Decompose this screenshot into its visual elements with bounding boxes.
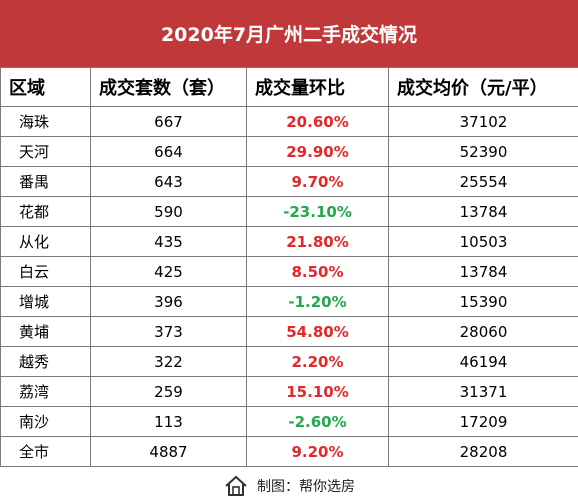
district-cell: 越秀	[0, 346, 91, 377]
header-row: 区域 成交套数（套） 成交量环比 成交均价（元/平）	[0, 67, 578, 107]
house-logo-icon	[223, 473, 249, 499]
price-cell: 31371	[388, 376, 578, 407]
district-cell: 番禺	[0, 166, 91, 197]
price-cell: 28060	[388, 316, 578, 347]
table-row: 越秀 322 2.20% 46194	[0, 346, 578, 377]
count-cell: 590	[90, 196, 247, 227]
table-row: 荔湾 259 15.10% 31371	[0, 376, 578, 407]
count-cell: 322	[90, 346, 247, 377]
count-cell: 667	[90, 106, 247, 137]
table-row: 白云 425 8.50% 13784	[0, 256, 578, 287]
footer-credit: 制图：帮你选房	[0, 467, 578, 504]
table-body: 海珠 667 20.60% 37102 天河 664 29.90% 52390 番禺 643 9.7…	[0, 106, 578, 467]
count-cell: 113	[90, 406, 247, 437]
table-row: 海珠 667 20.60% 37102	[0, 106, 578, 137]
count-cell: 396	[90, 286, 247, 317]
mom-cell: 8.50%	[246, 256, 389, 287]
count-cell: 373	[90, 316, 247, 347]
count-cell: 4887	[90, 436, 247, 467]
table-row: 花都 590 -23.10% 13784	[0, 196, 578, 227]
district-cell: 从化	[0, 226, 91, 257]
mom-cell: 21.80%	[246, 226, 389, 257]
mom-cell: 2.20%	[246, 346, 389, 377]
mom-cell: 29.90%	[246, 136, 389, 167]
count-cell: 259	[90, 376, 247, 407]
table-row: 黄埔 373 54.80% 28060	[0, 316, 578, 347]
price-cell: 17209	[388, 406, 578, 437]
price-cell: 28208	[388, 436, 578, 467]
mom-cell: -2.60%	[246, 406, 389, 437]
table-row: 从化 435 21.80% 10503	[0, 226, 578, 257]
price-cell: 10503	[388, 226, 578, 257]
mom-cell: -1.20%	[246, 286, 389, 317]
price-cell: 15390	[388, 286, 578, 317]
transactions-table: 区域 成交套数（套） 成交量环比 成交均价（元/平） 海珠 667 20.60% 37…	[0, 67, 578, 467]
mom-cell: 54.80%	[246, 316, 389, 347]
district-cell: 南沙	[0, 406, 91, 437]
table-row: 南沙 113 -2.60% 17209	[0, 406, 578, 437]
price-cell: 25554	[388, 166, 578, 197]
count-cell: 664	[90, 136, 247, 167]
mom-cell: -23.10%	[246, 196, 389, 227]
mom-cell: 15.10%	[246, 376, 389, 407]
district-cell: 黄埔	[0, 316, 91, 347]
price-cell: 46194	[388, 346, 578, 377]
mom-cell: 20.60%	[246, 106, 389, 137]
table-row: 增城 396 -1.20% 15390	[0, 286, 578, 317]
table-row: 番禺 643 9.70% 25554	[0, 166, 578, 197]
table-row: 天河 664 29.90% 52390	[0, 136, 578, 167]
district-cell: 天河	[0, 136, 91, 167]
district-cell: 花都	[0, 196, 91, 227]
mom-cell: 9.70%	[246, 166, 389, 197]
header-price: 成交均价（元/平）	[388, 67, 578, 107]
header-count: 成交套数（套）	[90, 67, 247, 107]
price-cell: 52390	[388, 136, 578, 167]
district-cell: 荔湾	[0, 376, 91, 407]
price-cell: 37102	[388, 106, 578, 137]
district-cell: 增城	[0, 286, 91, 317]
credit-text: 制图：帮你选房	[257, 478, 355, 495]
district-cell: 白云	[0, 256, 91, 287]
price-cell: 13784	[388, 196, 578, 227]
header-district: 区域	[0, 67, 91, 107]
price-cell: 13784	[388, 256, 578, 287]
count-cell: 425	[90, 256, 247, 287]
count-cell: 643	[90, 166, 247, 197]
district-cell: 全市	[0, 436, 91, 467]
district-cell: 海珠	[0, 106, 91, 137]
table-row: 全市 4887 9.20% 28208	[0, 436, 578, 467]
report-title: 2020年7月广州二手成交情况	[0, 0, 578, 68]
header-mom: 成交量环比	[246, 67, 389, 107]
count-cell: 435	[90, 226, 247, 257]
mom-cell: 9.20%	[246, 436, 389, 467]
